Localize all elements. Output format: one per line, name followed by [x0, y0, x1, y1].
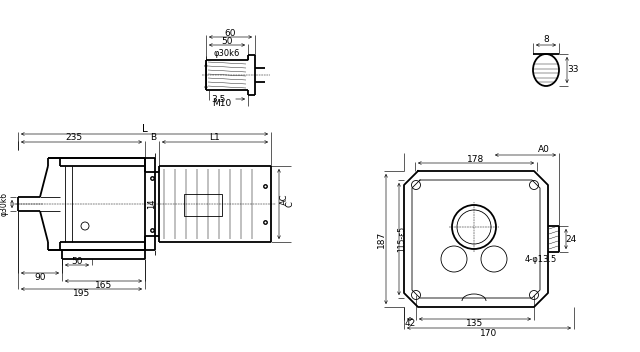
- Text: 33: 33: [567, 65, 579, 75]
- Text: 178: 178: [467, 155, 484, 163]
- Text: C: C: [285, 201, 294, 207]
- Text: L1: L1: [210, 133, 220, 143]
- Text: 14: 14: [147, 199, 157, 209]
- Text: 187: 187: [376, 230, 385, 247]
- Text: φ30k6: φ30k6: [214, 50, 240, 58]
- Text: 195: 195: [73, 289, 90, 298]
- Text: B: B: [150, 133, 156, 143]
- Text: 42: 42: [404, 320, 415, 328]
- Text: L: L: [141, 124, 147, 134]
- Text: AC: AC: [280, 193, 289, 205]
- Text: 3.5: 3.5: [212, 94, 226, 103]
- Text: φ30k6: φ30k6: [0, 192, 8, 216]
- Text: 50: 50: [221, 37, 233, 45]
- Text: 24: 24: [565, 234, 577, 244]
- Bar: [184, 194, 222, 216]
- Text: 170: 170: [481, 328, 498, 338]
- Text: M10: M10: [212, 100, 231, 108]
- Text: 90: 90: [35, 274, 45, 283]
- Text: 8: 8: [543, 36, 549, 44]
- Text: 60: 60: [225, 29, 236, 38]
- Text: 4-φ13.5: 4-φ13.5: [525, 254, 557, 264]
- Text: 50: 50: [71, 257, 83, 265]
- Text: 165: 165: [95, 282, 112, 290]
- Text: 235: 235: [65, 133, 82, 143]
- Text: A0: A0: [538, 145, 550, 155]
- Text: 115-ε5: 115-ε5: [397, 226, 406, 252]
- Text: 135: 135: [467, 320, 484, 328]
